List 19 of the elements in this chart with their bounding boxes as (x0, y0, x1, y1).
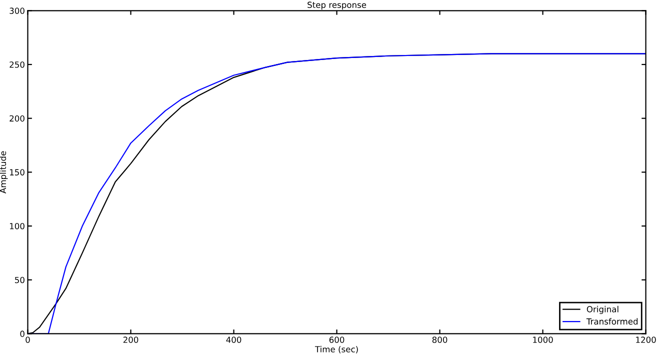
x-tick-label: 0 (26, 336, 30, 343)
y-tick-label: 250 (10, 61, 24, 68)
x-tick-label: 800 (432, 336, 448, 343)
chart-title: Step response (308, 2, 366, 10)
x-tick-label: 1000 (533, 336, 553, 343)
x-tick-label: 600 (329, 336, 344, 343)
legend-label: Transformed (586, 318, 638, 325)
legend-label: Original (586, 306, 618, 314)
y-axis-title: Amplitude (0, 151, 8, 194)
y-tick-label: 300 (10, 8, 24, 14)
x-tick-label: 200 (123, 336, 138, 343)
y-tick-label: 150 (10, 169, 24, 176)
y-tick-label: 100 (10, 223, 24, 230)
x-tick-label: 400 (226, 336, 242, 343)
x-tick-label: 1200 (636, 336, 656, 343)
x-axis-title: Time (sec) (314, 346, 358, 354)
y-tick-label: 200 (10, 115, 24, 122)
y-tick-label: 50 (15, 276, 24, 284)
y-tick-label: 0 (20, 330, 24, 337)
